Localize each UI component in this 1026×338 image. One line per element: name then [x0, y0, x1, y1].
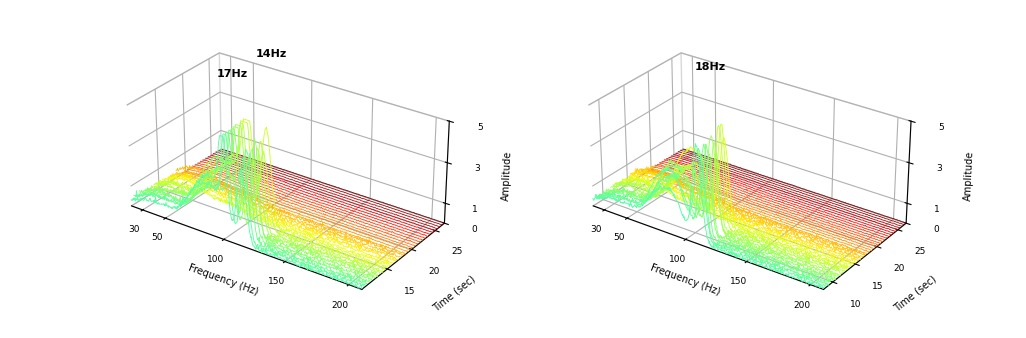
Text: 14Hz: 14Hz [255, 49, 287, 59]
Text: 17Hz: 17Hz [216, 69, 247, 79]
X-axis label: Frequency (Hz): Frequency (Hz) [188, 262, 260, 297]
X-axis label: Frequency (Hz): Frequency (Hz) [649, 262, 721, 297]
Y-axis label: Time (sec): Time (sec) [431, 273, 477, 313]
Y-axis label: Time (sec): Time (sec) [893, 273, 939, 313]
Text: 18Hz: 18Hz [695, 62, 725, 72]
